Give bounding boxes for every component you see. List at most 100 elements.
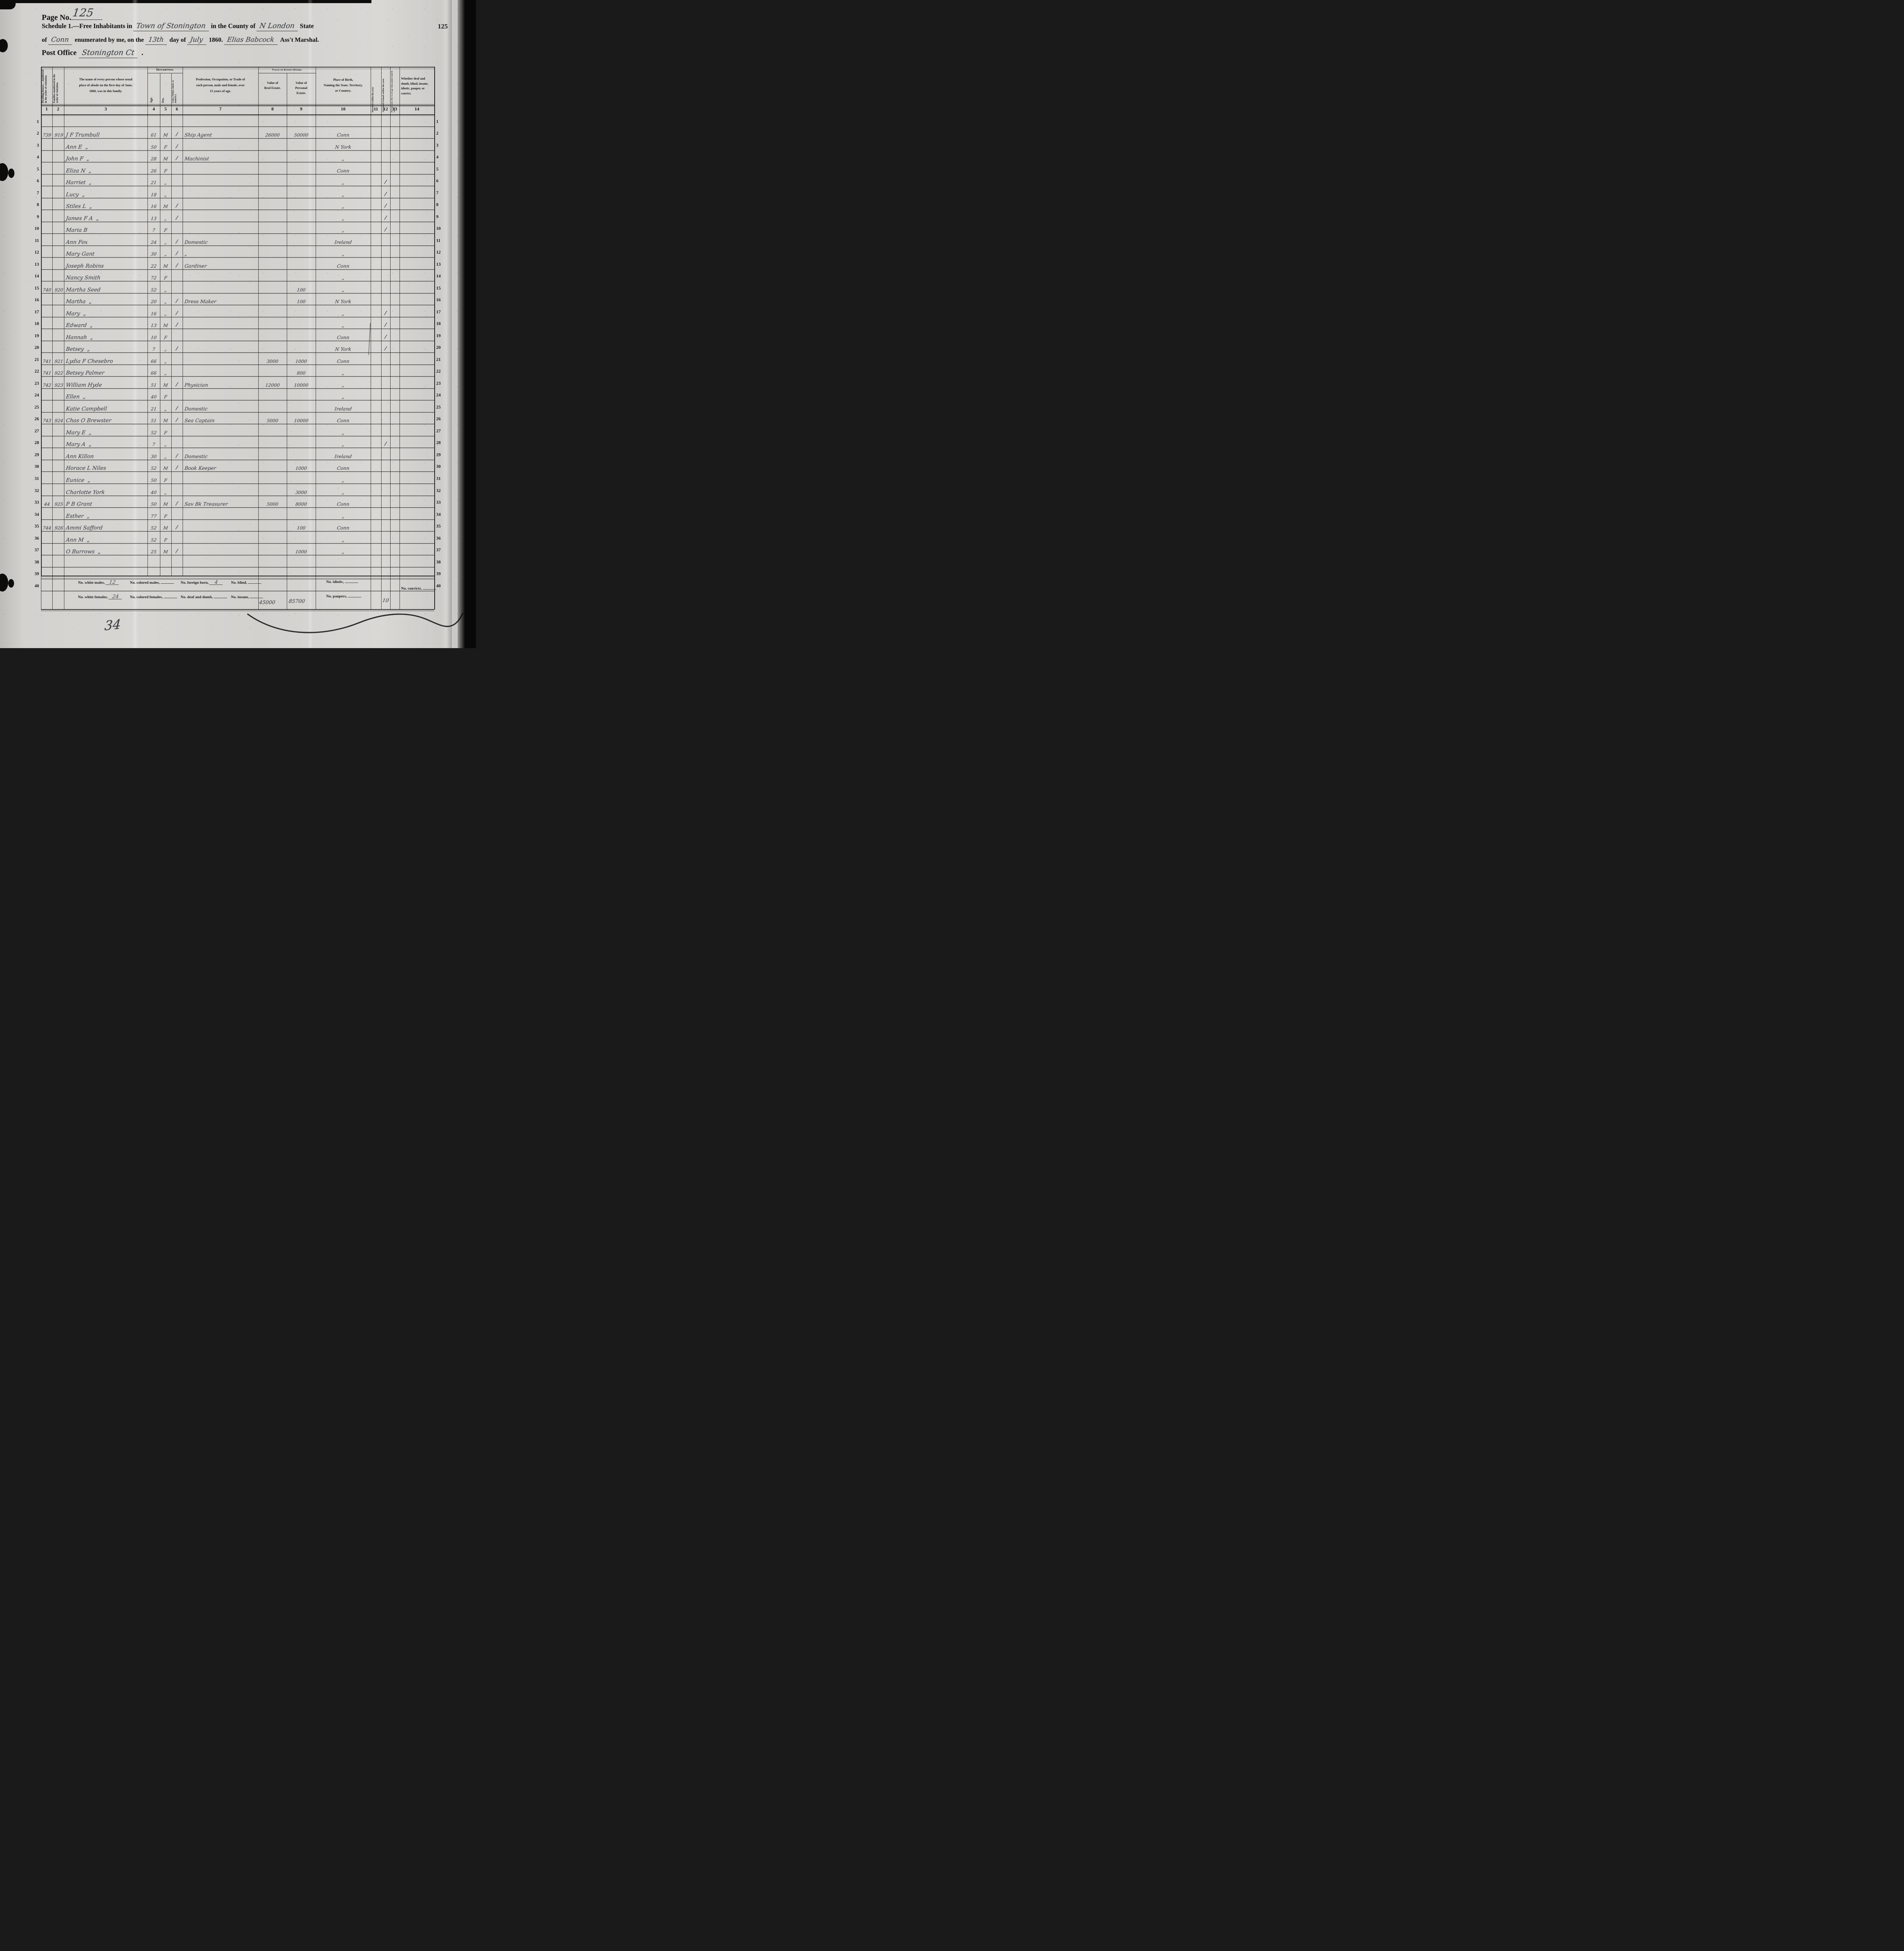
table-row: 16 Martha „ 20 „ / Dress Maker 100 N Yor… xyxy=(35,293,441,306)
day-handwritten: 13th xyxy=(145,36,168,45)
table-row: 33 44 925 P B Grant 50 M / Sav Bk Treasu… xyxy=(35,496,441,508)
age-cell: 21 xyxy=(150,180,157,186)
age-cell: 61 xyxy=(150,132,157,138)
page-no-handwritten: 125 xyxy=(70,6,105,20)
header-profession-line: Profession, Occupation, or Trade of xyxy=(196,78,245,81)
birthplace-cell: Ireland xyxy=(334,406,352,412)
color-check-cell: / xyxy=(176,524,178,530)
row-number-left: 23 xyxy=(34,381,39,386)
sex-cell: M xyxy=(163,525,169,531)
header-personal-estate-line: Personal xyxy=(295,86,307,90)
row-number-right: 32 xyxy=(436,488,441,493)
row-number-right: 36 xyxy=(436,536,441,541)
table-row: 10 Maria B 7 F „ / 10 xyxy=(35,222,441,234)
summary-value xyxy=(163,597,177,598)
table-row: 31 Eunice „ 50 F „ 31 xyxy=(35,472,441,484)
birthplace-cell: Conn xyxy=(336,525,350,531)
table-row: 39 39 xyxy=(35,567,441,579)
row-number-left: 21 xyxy=(34,357,39,362)
table-row: 25 Katie Campbell 21 „ / Domestic Irelan… xyxy=(35,400,441,412)
birthplace-cell: „ xyxy=(341,275,345,281)
header-birthplace-column: Place of Birth, Naming the State, Territ… xyxy=(316,77,370,94)
row-number-left: 11 xyxy=(35,238,39,243)
age-cell: 28 xyxy=(150,156,157,162)
total-real-estate-handwritten: 45000 xyxy=(258,600,276,606)
family-number-cell: 922 xyxy=(54,370,64,376)
table-row: 22 741 922 Betsey Palmer 66 „ 800 „ 22 xyxy=(35,365,441,377)
table-row: 32 Charlotte York 40 „ 3000 „ 32 xyxy=(35,484,441,496)
header-name-line: The name of every person whose usual xyxy=(79,78,133,81)
person-name-cell: Ellen „ xyxy=(66,394,86,400)
total-attended-school-handwritten: 10 xyxy=(382,598,389,604)
summary-label: No. idiotic, xyxy=(326,580,344,584)
row-number-right: 18 xyxy=(436,322,441,327)
color-check-cell: / xyxy=(176,203,178,209)
birthplace-cell: „ xyxy=(341,477,345,483)
personal-estate-value-cell: 50000 xyxy=(293,132,309,138)
row-number-right: 23 xyxy=(436,381,441,386)
row-number-right: 12 xyxy=(436,250,441,255)
binder-hole-mark xyxy=(0,574,8,592)
dwelling-number-cell: 740 xyxy=(42,287,52,293)
family-number-cell: 924 xyxy=(54,418,64,424)
sex-cell: „ xyxy=(164,239,167,245)
row-number-left: 9 xyxy=(37,214,39,219)
row-number-left: 3 xyxy=(37,143,39,148)
row-number-right: 21 xyxy=(436,357,441,362)
sex-cell: F xyxy=(163,537,168,543)
age-cell: 52 xyxy=(150,287,157,293)
age-cell: 52 xyxy=(150,525,157,531)
summary-value xyxy=(250,597,263,598)
state-handwritten: Conn xyxy=(48,36,74,45)
person-name-cell: Stiles L „ xyxy=(66,203,93,210)
column-number: 2 xyxy=(57,106,59,112)
row-number-right: 5 xyxy=(436,167,439,172)
age-cell: 22 xyxy=(150,263,157,269)
row-number-right: 24 xyxy=(436,393,441,398)
column-number: 11 xyxy=(373,106,378,112)
sex-cell: F xyxy=(163,430,168,435)
age-cell: 72 xyxy=(150,275,157,281)
header-birthplace-line: Place of Birth, xyxy=(333,78,353,82)
age-cell: 66 xyxy=(150,358,157,364)
table-row: 11 Ann Fox 24 „ / Domestic Ireland 11 xyxy=(35,234,440,246)
age-cell: 13 xyxy=(150,323,157,329)
sex-cell: F xyxy=(163,334,168,340)
row-number-right: 2 xyxy=(436,131,439,136)
summary-label: No. deaf and dumb, xyxy=(181,595,213,599)
sex-cell: „ xyxy=(164,358,167,364)
age-cell: 77 xyxy=(150,513,157,519)
row-number-right: 19 xyxy=(436,333,441,338)
header-personal-estate-line: Value of xyxy=(295,81,307,85)
age-cell: 51 xyxy=(150,382,157,388)
age-cell: 30 xyxy=(150,251,157,257)
occupation-cell: Dress Maker xyxy=(184,299,217,305)
sex-cell: „ xyxy=(164,251,167,257)
table-row: 3 Ann E „ 50 F / N York 3 xyxy=(37,139,439,151)
age-cell: 50 xyxy=(150,477,157,483)
occupation-cell: „ xyxy=(184,251,188,257)
row-number-left: 37 xyxy=(34,548,39,553)
row-number-left: 32 xyxy=(34,488,39,493)
school-check-cell: / xyxy=(384,441,387,447)
column-number: 6 xyxy=(176,106,178,112)
table-row: 34 Esther „ 77 F „ 34 xyxy=(35,508,441,520)
person-name-cell: Ann Killon xyxy=(66,453,94,460)
summary-label: No. white females, xyxy=(78,595,108,599)
row-number-right: 4 xyxy=(436,155,439,160)
table-row: 13 Joseph Robins 22 M / Gardiner Conn 13 xyxy=(35,258,441,270)
age-cell: 13 xyxy=(150,215,157,221)
color-check-cell: / xyxy=(176,452,178,458)
birthplace-cell: Conn xyxy=(336,168,350,174)
birthplace-cell: Conn xyxy=(336,418,350,424)
person-name-cell: Harriet „ xyxy=(66,179,92,186)
row-number-right: 3 xyxy=(436,143,439,148)
row-number-left: 39 xyxy=(34,572,39,577)
person-name-cell: P B Grant xyxy=(66,501,92,508)
personal-estate-value-cell: 100 xyxy=(297,525,306,531)
header-real-estate-line: Real Estate. xyxy=(264,86,281,90)
scan-top-shadow xyxy=(0,0,371,3)
header-name-column: The name of every person whose usual pla… xyxy=(66,76,145,94)
school-check-cell: / xyxy=(384,226,387,233)
table-row: 20 Betsey „ 7 „ / N York / 20 xyxy=(35,341,441,353)
